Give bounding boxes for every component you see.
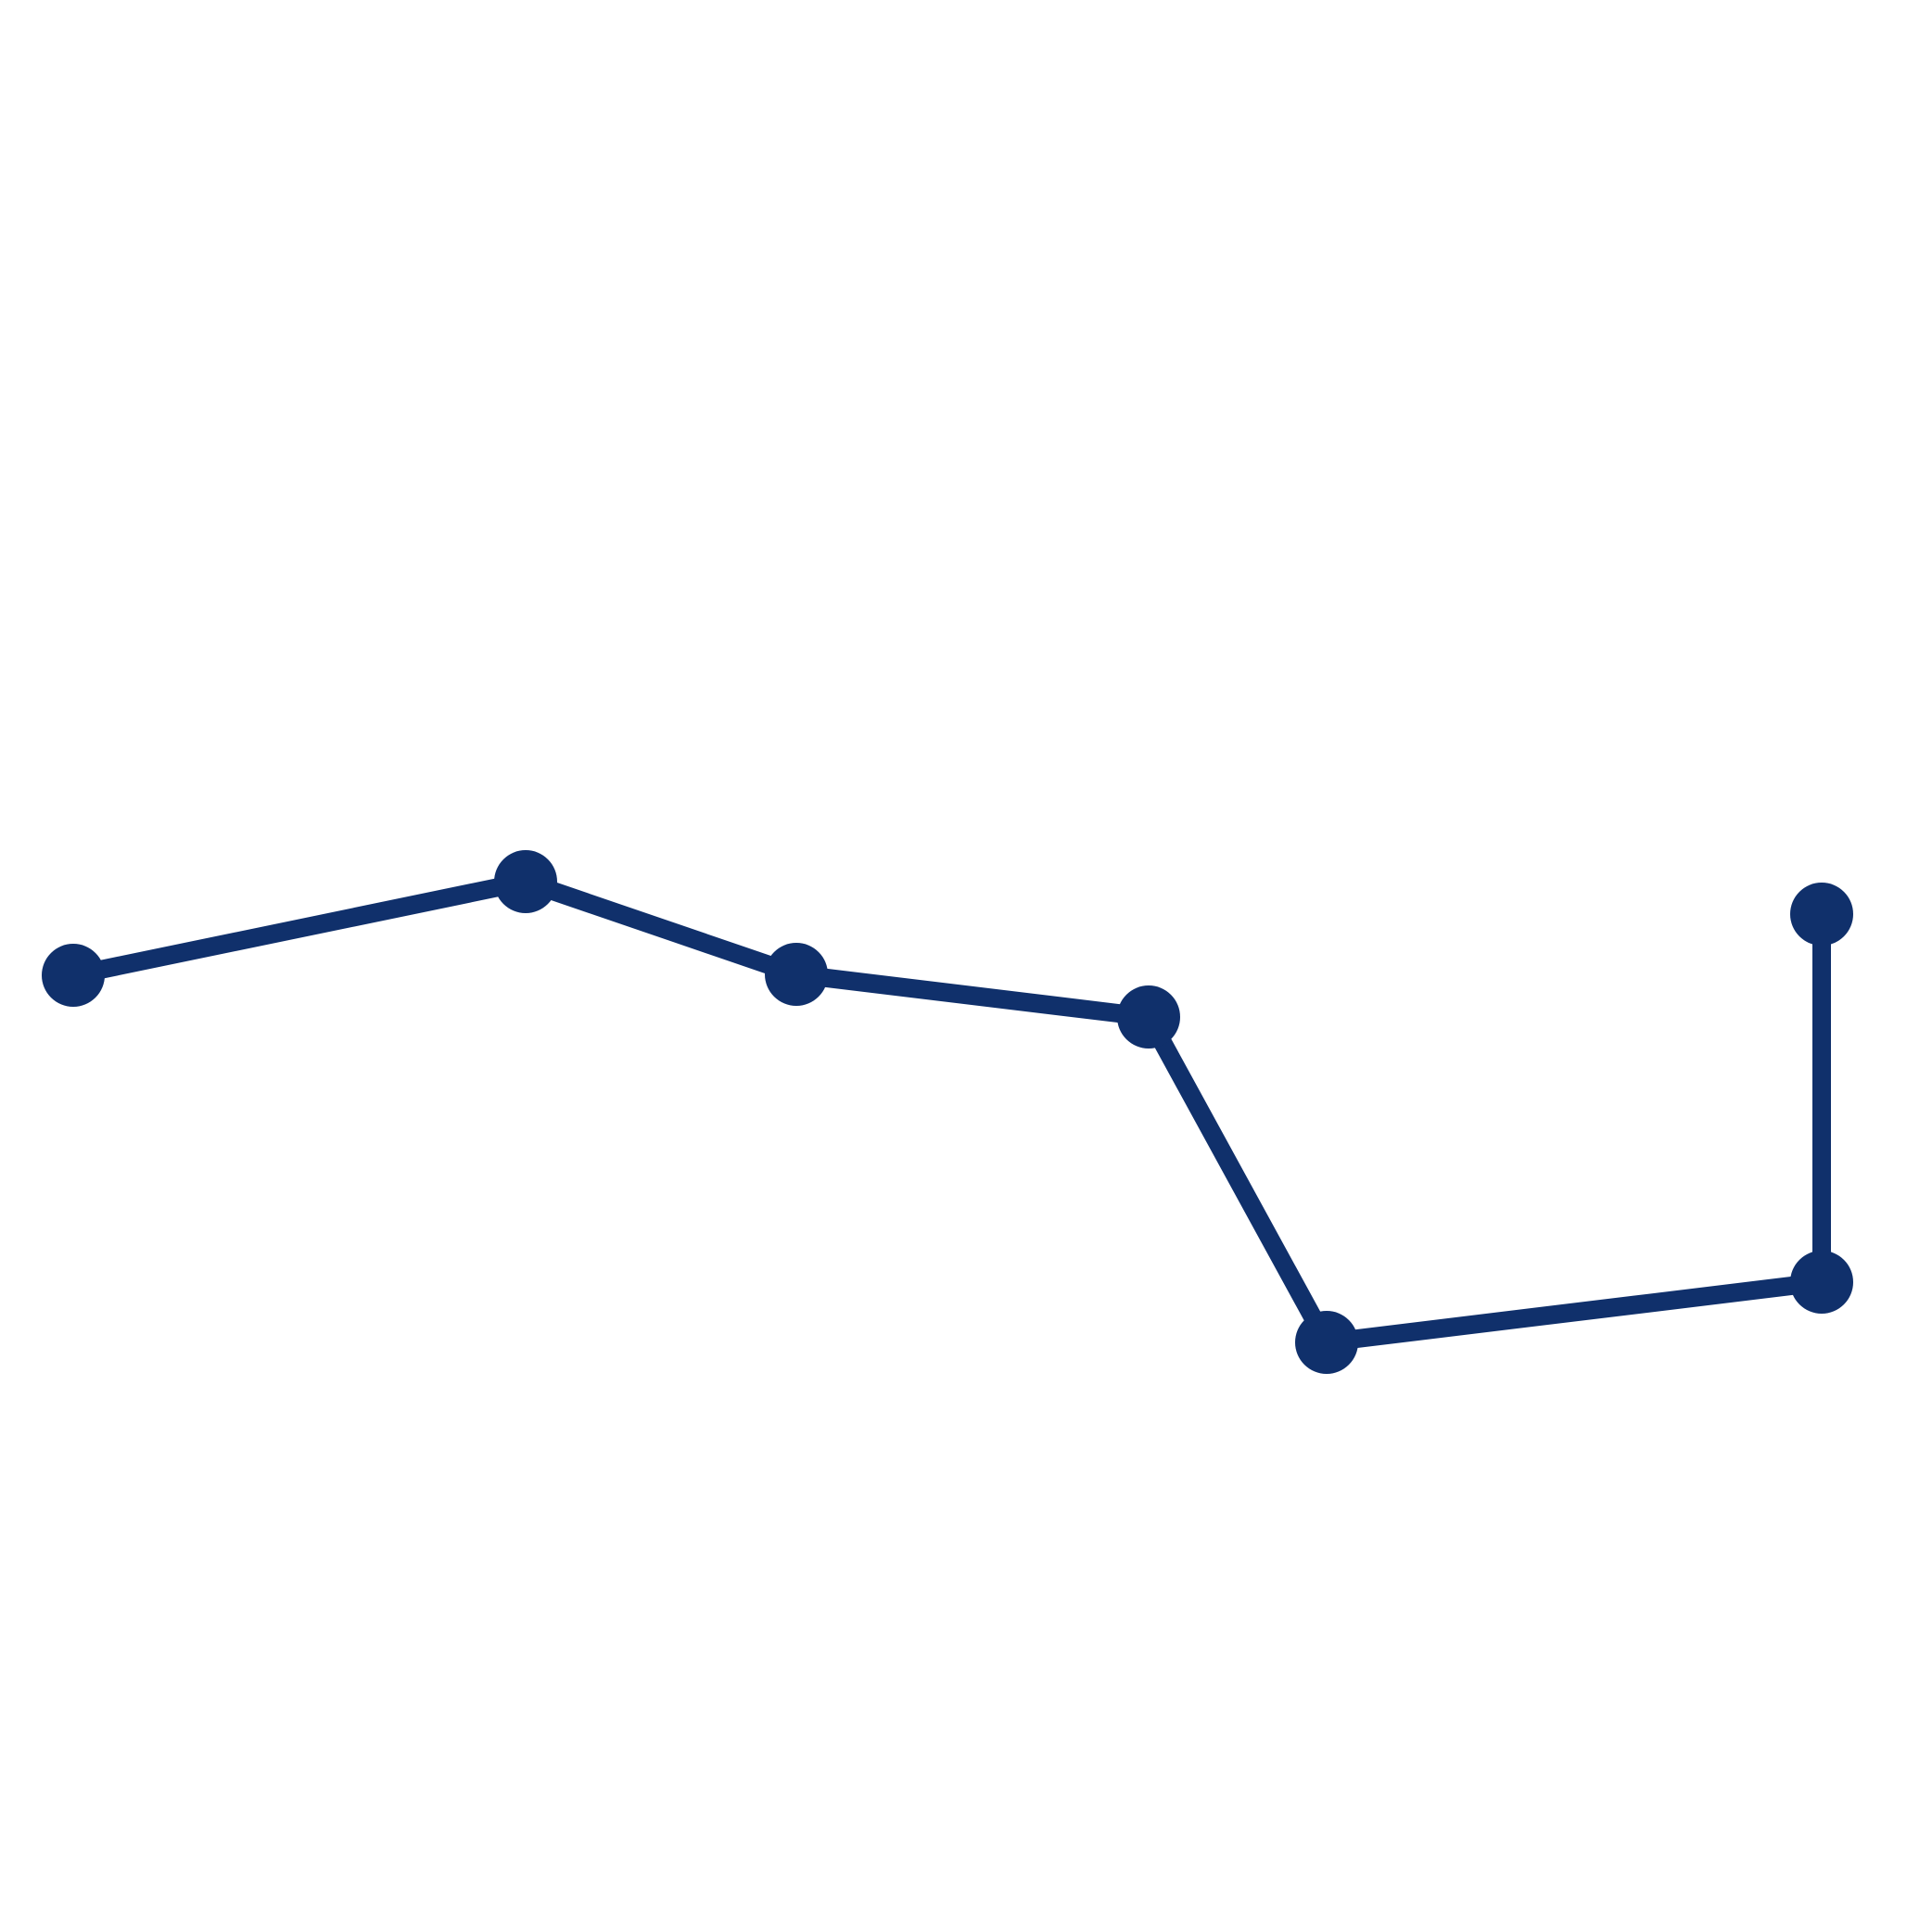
star-7-marker [1790, 883, 1853, 946]
star-markers [42, 850, 1853, 1374]
star-5-marker [1295, 1311, 1358, 1374]
connection-lines [70, 872, 1831, 1352]
star-6-marker [1790, 1251, 1853, 1314]
connection-line-4 [1140, 1012, 1335, 1347]
star-3-marker [765, 943, 828, 1006]
connection-line-2 [522, 872, 800, 984]
star-2-marker [494, 850, 557, 913]
star-1-marker [42, 944, 105, 1007]
star-4-marker [1117, 985, 1180, 1049]
connection-line-5 [1325, 1273, 1824, 1352]
connection-line-1 [70, 872, 528, 985]
connection-line-3 [794, 965, 1150, 1026]
